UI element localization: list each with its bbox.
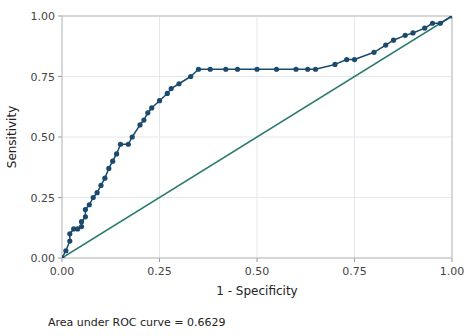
tick-label: 1.00 <box>440 265 465 278</box>
point <box>130 134 135 139</box>
tick <box>354 258 355 262</box>
point <box>145 110 150 115</box>
grid-line <box>62 76 452 77</box>
point <box>165 91 170 96</box>
background <box>0 0 474 336</box>
point <box>332 62 337 67</box>
point <box>95 190 100 195</box>
point <box>114 151 119 156</box>
tick-label: 0.25 <box>31 192 56 205</box>
point <box>305 67 310 72</box>
tick-label: 0.00 <box>31 252 56 265</box>
plot-frame <box>62 16 452 258</box>
tick <box>58 197 62 198</box>
tick-label: 0.25 <box>147 265 172 278</box>
annotation: Area under ROC curve = 0.6629 <box>48 316 226 329</box>
point <box>157 98 162 103</box>
point <box>67 231 72 236</box>
tick <box>58 137 62 138</box>
point <box>87 202 92 207</box>
point <box>106 166 111 171</box>
x-axis-label: 1 - Specificity <box>216 284 297 298</box>
point <box>383 42 388 47</box>
point <box>98 183 103 188</box>
point <box>141 117 146 122</box>
point <box>188 74 193 79</box>
tick <box>58 16 62 17</box>
grid-line <box>62 197 452 198</box>
point <box>79 224 84 229</box>
series-line <box>62 16 452 258</box>
point <box>196 67 201 72</box>
point <box>371 50 376 55</box>
point <box>449 16 452 19</box>
point <box>352 57 357 62</box>
point <box>438 21 443 26</box>
point <box>169 86 174 91</box>
point <box>344 57 349 62</box>
point <box>67 238 72 243</box>
tick-label: 0.75 <box>31 71 56 84</box>
point <box>63 248 68 253</box>
tick <box>159 258 160 262</box>
tick <box>58 76 62 77</box>
point <box>83 207 88 212</box>
plot-area <box>62 16 452 258</box>
tick-label: 0.75 <box>342 265 367 278</box>
point <box>118 142 123 147</box>
tick-label: 0.00 <box>50 265 75 278</box>
point <box>391 38 396 43</box>
point <box>83 214 88 219</box>
point <box>126 142 131 147</box>
point <box>110 159 115 164</box>
point <box>410 30 415 35</box>
point <box>223 67 228 72</box>
tick <box>257 258 258 262</box>
point <box>274 67 279 72</box>
point <box>430 21 435 26</box>
point <box>313 67 318 72</box>
point <box>102 176 107 181</box>
axes: 0.00 0.25 0.50 0.75 1.00 0.00 0.25 0.50 0.75 1.00 <box>31 10 465 278</box>
y-axis-label: Sensitivity <box>5 106 19 168</box>
point <box>91 195 96 200</box>
point <box>62 255 65 258</box>
tick <box>62 258 63 262</box>
tick <box>452 258 453 262</box>
point <box>403 33 408 38</box>
grid <box>62 16 452 258</box>
point <box>293 67 298 72</box>
tick-label: 0.50 <box>31 131 56 144</box>
chart: 0.00 0.25 0.50 0.75 1.00 0.00 0.25 0.50 0.75 1.00… <box>0 0 474 336</box>
tick <box>58 258 62 259</box>
point <box>254 67 259 72</box>
point <box>235 67 240 72</box>
tick-label: 0.50 <box>245 265 270 278</box>
tick-label: 1.00 <box>31 10 56 23</box>
point <box>208 67 213 72</box>
point <box>176 81 181 86</box>
point <box>149 105 154 110</box>
point <box>79 219 84 224</box>
series-line <box>62 16 452 258</box>
point <box>422 26 427 31</box>
point <box>137 122 142 127</box>
